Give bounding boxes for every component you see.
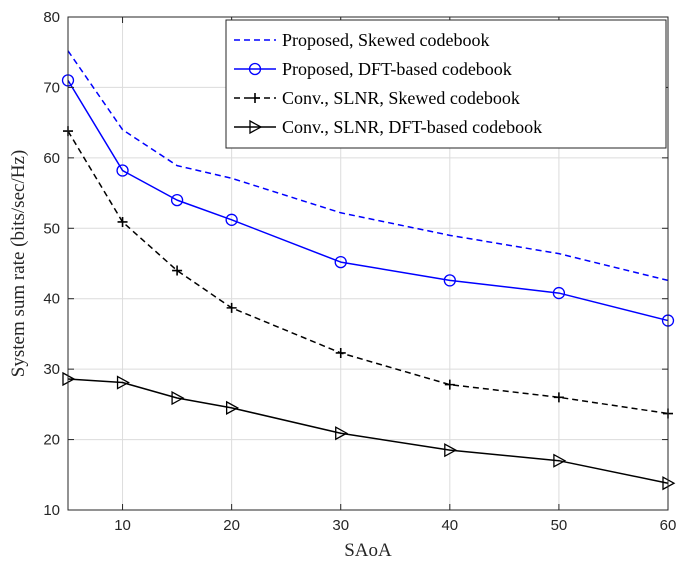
data-point bbox=[444, 443, 458, 458]
y-tick-label: 40 bbox=[43, 291, 60, 308]
legend-label: Conv., SLNR, Skewed codebook bbox=[282, 88, 520, 108]
legend-item: Conv., SLNR, DFT-based codebook bbox=[234, 117, 542, 137]
x-tick-label: 30 bbox=[332, 517, 349, 534]
data-point bbox=[334, 255, 347, 269]
axes: 10 20 30 40 50 60 10 20 30 40 50 60 70 80 bbox=[43, 9, 676, 534]
legend-item: Conv., SLNR, Skewed codebook bbox=[234, 88, 520, 108]
data-point bbox=[443, 274, 456, 287]
data-point bbox=[116, 375, 130, 390]
series-4 bbox=[62, 371, 676, 491]
data-point bbox=[225, 213, 238, 226]
data-point bbox=[171, 390, 185, 406]
x-axis-title: SAoA bbox=[344, 540, 392, 561]
data-point bbox=[117, 216, 128, 227]
y-tick-label: 80 bbox=[43, 9, 60, 26]
data-point bbox=[116, 164, 129, 177]
x-tick-label: 50 bbox=[551, 517, 568, 534]
y-tick-label: 30 bbox=[43, 361, 60, 378]
x-tick-label: 20 bbox=[223, 517, 240, 534]
data-point bbox=[553, 392, 564, 403]
data-point bbox=[552, 286, 566, 300]
y-tick-label: 20 bbox=[43, 432, 60, 449]
legend-marker bbox=[248, 62, 262, 76]
legend-label: Proposed, Skewed codebook bbox=[282, 30, 489, 50]
data-point bbox=[226, 302, 237, 313]
data-point bbox=[170, 193, 184, 207]
y-tick-label: 10 bbox=[43, 502, 60, 519]
series-line bbox=[67, 130, 669, 415]
data-point bbox=[444, 379, 455, 390]
series-line bbox=[67, 378, 669, 484]
series-line bbox=[67, 50, 669, 282]
legend-marker bbox=[249, 119, 263, 135]
x-tick-label: 10 bbox=[114, 517, 131, 534]
x-tick-label: 60 bbox=[660, 517, 676, 534]
data-point bbox=[553, 453, 567, 468]
y-tick-label: 60 bbox=[43, 150, 60, 167]
legend-label: Conv., SLNR, DFT-based codebook bbox=[282, 117, 542, 137]
legend-item: Proposed, DFT-based codebook bbox=[234, 59, 512, 79]
data-point bbox=[335, 347, 346, 358]
series-1 bbox=[67, 50, 669, 282]
data-point bbox=[335, 426, 349, 441]
legend-marker bbox=[250, 93, 260, 103]
x-tick-label: 40 bbox=[441, 517, 458, 534]
y-axis-title: System sum rate (bits/sec/Hz) bbox=[8, 150, 29, 377]
y-tick-label: 70 bbox=[43, 79, 60, 96]
plot-frame bbox=[67, 16, 669, 511]
legend-label: Proposed, DFT-based codebook bbox=[282, 59, 512, 79]
series-line bbox=[67, 80, 669, 322]
data-point bbox=[172, 265, 183, 276]
legend-item: Proposed, Skewed codebook bbox=[234, 30, 489, 50]
y-tick-label: 50 bbox=[43, 220, 60, 237]
legend-box bbox=[225, 19, 667, 149]
series-3 bbox=[63, 126, 673, 419]
legend: Proposed, Skewed codebook Proposed, DFT-b… bbox=[225, 19, 667, 149]
data-point bbox=[225, 400, 239, 415]
